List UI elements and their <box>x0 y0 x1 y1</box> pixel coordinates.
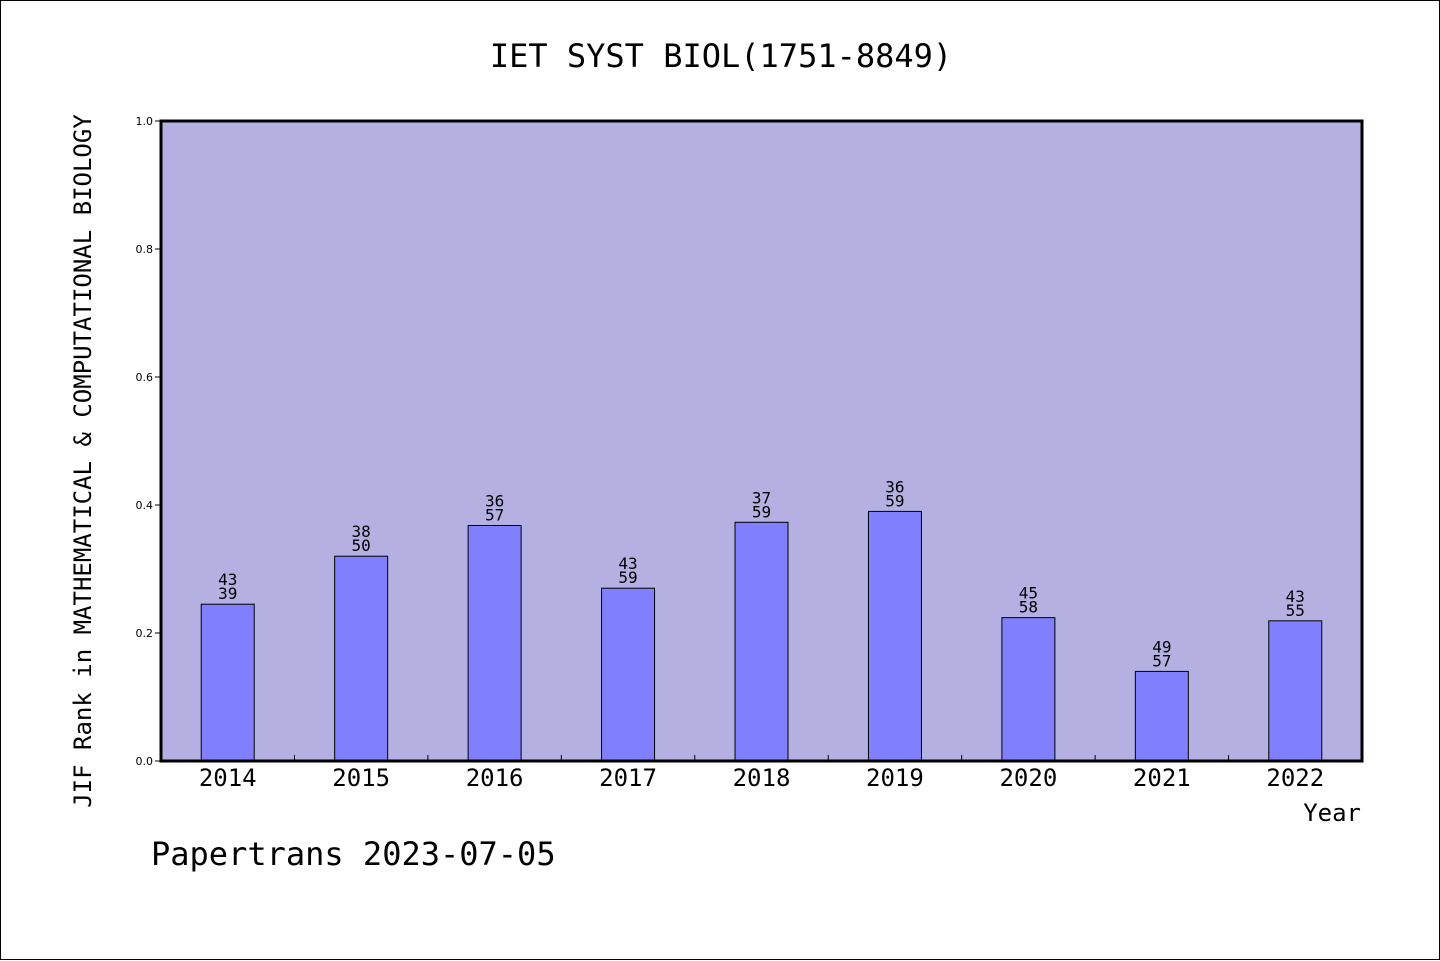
x-axis-label: Year <box>1303 799 1361 827</box>
rank-label-bottom: 58 <box>1019 598 1038 617</box>
bar-2017 <box>601 587 656 762</box>
rank-label-bottom: 39 <box>218 584 237 603</box>
rank-label-bottom: 55 <box>1286 601 1305 620</box>
rank-label-top: 43 <box>618 554 637 573</box>
rank-label-top: 43 <box>218 570 237 589</box>
x-tick-label: 2014 <box>199 764 257 792</box>
rank-label-top: 43 <box>1286 587 1305 606</box>
rank-label-top: 38 <box>352 522 371 541</box>
y-tick-label: 0.4 <box>136 499 154 512</box>
bar-2021 <box>1134 670 1189 762</box>
x-tick-label: 2021 <box>1133 764 1191 792</box>
rank-label-top: 49 <box>1152 637 1171 656</box>
bar-2019 <box>867 510 922 762</box>
bar-2020 <box>1001 617 1056 762</box>
y-tick-label: 0.0 <box>136 755 154 768</box>
rank-label-bottom: 59 <box>752 502 771 521</box>
y-tick-label: 0.8 <box>136 243 154 256</box>
y-axis-label: JIF Rank in MATHEMATICAL & COMPUTATIONAL… <box>69 114 97 808</box>
footer-credit: Papertrans 2023-07-05 <box>151 835 556 873</box>
rank-label-top: 45 <box>1019 584 1038 603</box>
rank-label-bottom: 59 <box>618 568 637 587</box>
plot-border <box>159 119 1364 763</box>
rank-label-bottom: 50 <box>352 536 371 555</box>
x-tick-label: 2020 <box>999 764 1057 792</box>
x-tick-label: 2018 <box>733 764 791 792</box>
bar-2015 <box>334 555 389 762</box>
rank-label-top: 36 <box>485 491 504 510</box>
x-tick-label: 2022 <box>1266 764 1324 792</box>
x-tick-label: 2017 <box>599 764 657 792</box>
x-tick-label: 2015 <box>332 764 390 792</box>
rank-label-bottom: 57 <box>1152 651 1171 670</box>
y-tick-label: 1.0 <box>136 115 154 128</box>
y-tick-label: 0.6 <box>136 371 154 384</box>
x-tick-label: 2019 <box>866 764 924 792</box>
bar-2022 <box>1268 620 1323 762</box>
rank-label-bottom: 57 <box>485 505 504 524</box>
x-axis: 2014 2015 2016 2017 2018 2019 2020 2021 2022 <box>199 755 1324 792</box>
rank-label-bottom: 59 <box>885 491 904 510</box>
rank-label-top: 37 <box>752 488 771 507</box>
bar-2016 <box>467 524 522 762</box>
rank-label-top: 36 <box>885 477 904 496</box>
bar-2014 <box>200 603 255 762</box>
chart-title: IET SYST BIOL(1751-8849) <box>490 37 952 75</box>
y-axis: 0.0 0.2 0.4 0.6 0.8 1.0 <box>136 115 161 768</box>
x-tick-label: 2016 <box>466 764 524 792</box>
y-tick-label: 0.2 <box>136 627 154 640</box>
bar-2018 <box>734 521 789 762</box>
bars-group <box>200 510 1323 762</box>
